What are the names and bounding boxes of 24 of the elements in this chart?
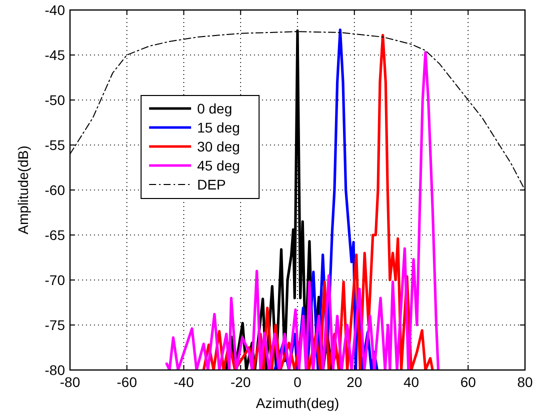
legend-label: 45 deg [197, 158, 240, 174]
legend-label: 30 deg [197, 138, 240, 154]
x-tick-label: 0 [294, 374, 302, 390]
legend-label: 15 deg [197, 120, 240, 136]
x-tick-label: 60 [460, 374, 476, 390]
x-tick-label: -40 [174, 374, 194, 390]
x-axis-title: Azimuth(deg) [256, 395, 340, 411]
x-tick-label: -20 [230, 374, 251, 390]
y-axis-title: Amplitude(dB) [15, 146, 31, 234]
legend-label: 0 deg [197, 100, 232, 116]
x-tick-label: 40 [403, 374, 420, 390]
x-tick-label: 80 [517, 374, 533, 390]
legend-label: DEP [197, 176, 226, 192]
line-series [165, 51, 440, 370]
y-tick-label: -70 [44, 272, 66, 288]
y-tick-label: -40 [44, 2, 66, 18]
y-tick-label: -65 [44, 227, 66, 243]
x-tick-label: -60 [116, 374, 138, 390]
y-tick-label: -75 [44, 317, 66, 333]
y-tick-label: -60 [44, 182, 66, 198]
y-tick-label: -50 [44, 92, 66, 108]
y-tick-label: -55 [44, 137, 66, 153]
y-tick-label: -45 [44, 47, 66, 63]
x-tick-label: 20 [346, 374, 362, 390]
